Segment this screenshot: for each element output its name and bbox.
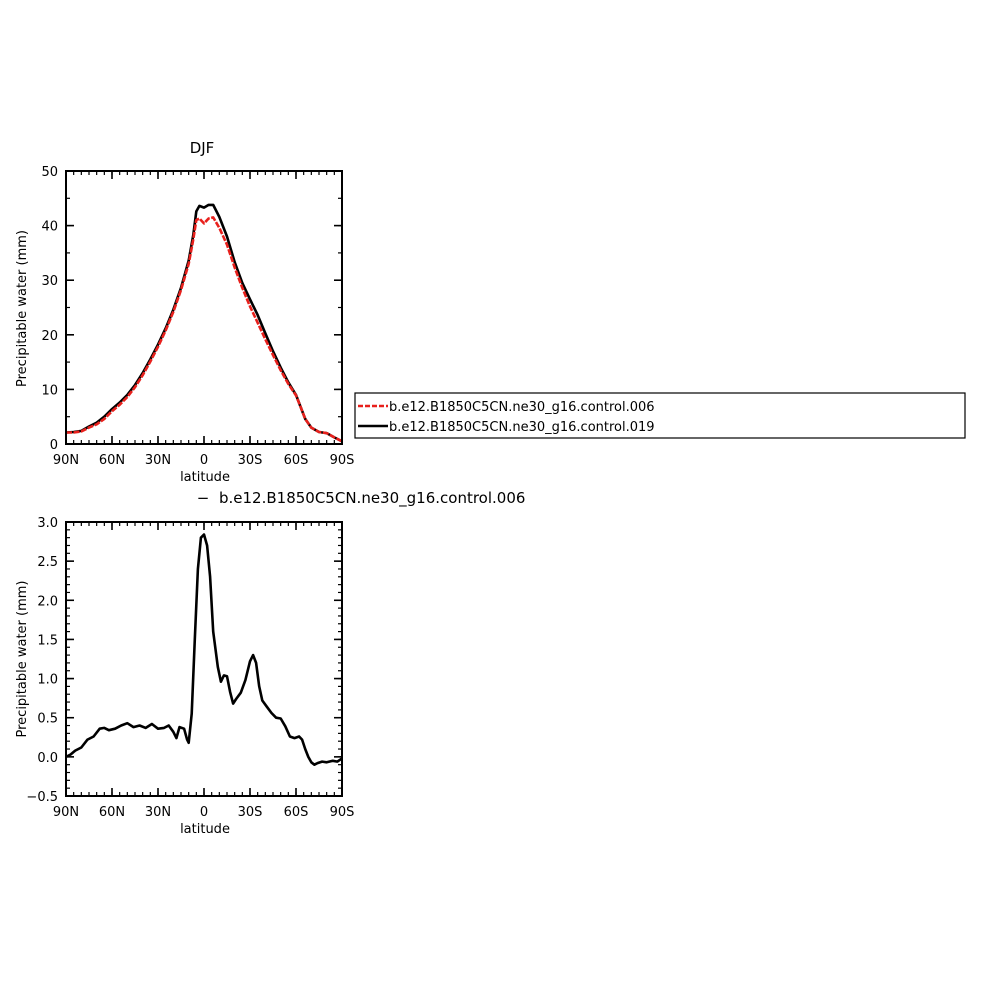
series-lines <box>65 533 343 766</box>
y-tick-label: 3.0 <box>37 516 58 531</box>
y-tick-label: 0 <box>50 438 58 453</box>
series-line <box>65 533 343 766</box>
x-tick-label: 30S <box>238 453 263 468</box>
x-tick-label: 0 <box>200 805 208 820</box>
x-tick-label: 30S <box>238 805 263 820</box>
x-tick-label: 60S <box>284 453 309 468</box>
x-tick-label: 90S <box>330 805 355 820</box>
y-tick-label: 2.0 <box>37 594 58 609</box>
x-tick-label: 60S <box>284 805 309 820</box>
x-tick-label: 90N <box>53 805 79 820</box>
y-axis-label-clip: Precipitable water (mm) <box>15 581 30 738</box>
x-tick-label: 90S <box>330 453 355 468</box>
series-lines <box>65 203 343 443</box>
legend-label-control-006: b.e12.B1850C5CN.ne30_g16.control.006 <box>389 400 655 415</box>
y-axis-label: Precipitable water (mm) <box>15 581 30 738</box>
legend-box <box>354 392 966 439</box>
x-tick-label: 0 <box>200 453 208 468</box>
x-axis-label: latitude <box>180 470 230 485</box>
y-tick-label: 0.5 <box>37 712 58 727</box>
y-tick-label: −0.5 <box>26 790 58 805</box>
legend: b.e12.B1850C5CN.ne30_g16.control.006 b.e… <box>354 392 966 439</box>
panel-title-marker: − <box>197 489 210 507</box>
panel-title-djf: DJF <box>190 139 215 157</box>
x-axis-label: latitude <box>180 822 230 837</box>
y-axis-label: Precipitable water (mm) <box>15 230 30 387</box>
y-tick-label: 0.0 <box>37 751 58 766</box>
x-tick-label: 60N <box>99 805 125 820</box>
x-tick-label: 30N <box>145 453 171 468</box>
y-tick-label: 20 <box>41 329 58 344</box>
y-tick-label: 40 <box>41 220 58 235</box>
x-tick-label: 30N <box>145 805 171 820</box>
plot-frame <box>65 521 343 797</box>
x-tick-label: 90N <box>53 453 79 468</box>
panel-title-control-006: b.e12.B1850C5CN.ne30_g16.control.006 <box>219 489 525 508</box>
precipitable-water-difference-panel: − b.e12.B1850C5CN.ne30_g16.control.006 l… <box>15 489 525 837</box>
legend-label-control-019: b.e12.B1850C5CN.ne30_g16.control.019 <box>389 420 655 435</box>
y-tick-label: 50 <box>41 165 58 180</box>
y-tick-label: 10 <box>41 383 58 398</box>
series-line <box>66 216 343 443</box>
y-tick-label: 1.0 <box>37 673 58 688</box>
y-tick-label: 1.5 <box>37 633 58 648</box>
y-tick-label: 2.5 <box>37 555 58 570</box>
axis-ticks: 90N 60N 30N 0 30S 60S 90S 0 10 20 30 40 50 <box>41 165 354 468</box>
plot-frame <box>65 170 343 445</box>
precipitable-water-djf-panel: DJF latitude Precipitable water (mm) 90N… <box>15 139 354 485</box>
x-tick-label: 60N <box>99 453 125 468</box>
y-tick-label: 30 <box>41 274 58 289</box>
